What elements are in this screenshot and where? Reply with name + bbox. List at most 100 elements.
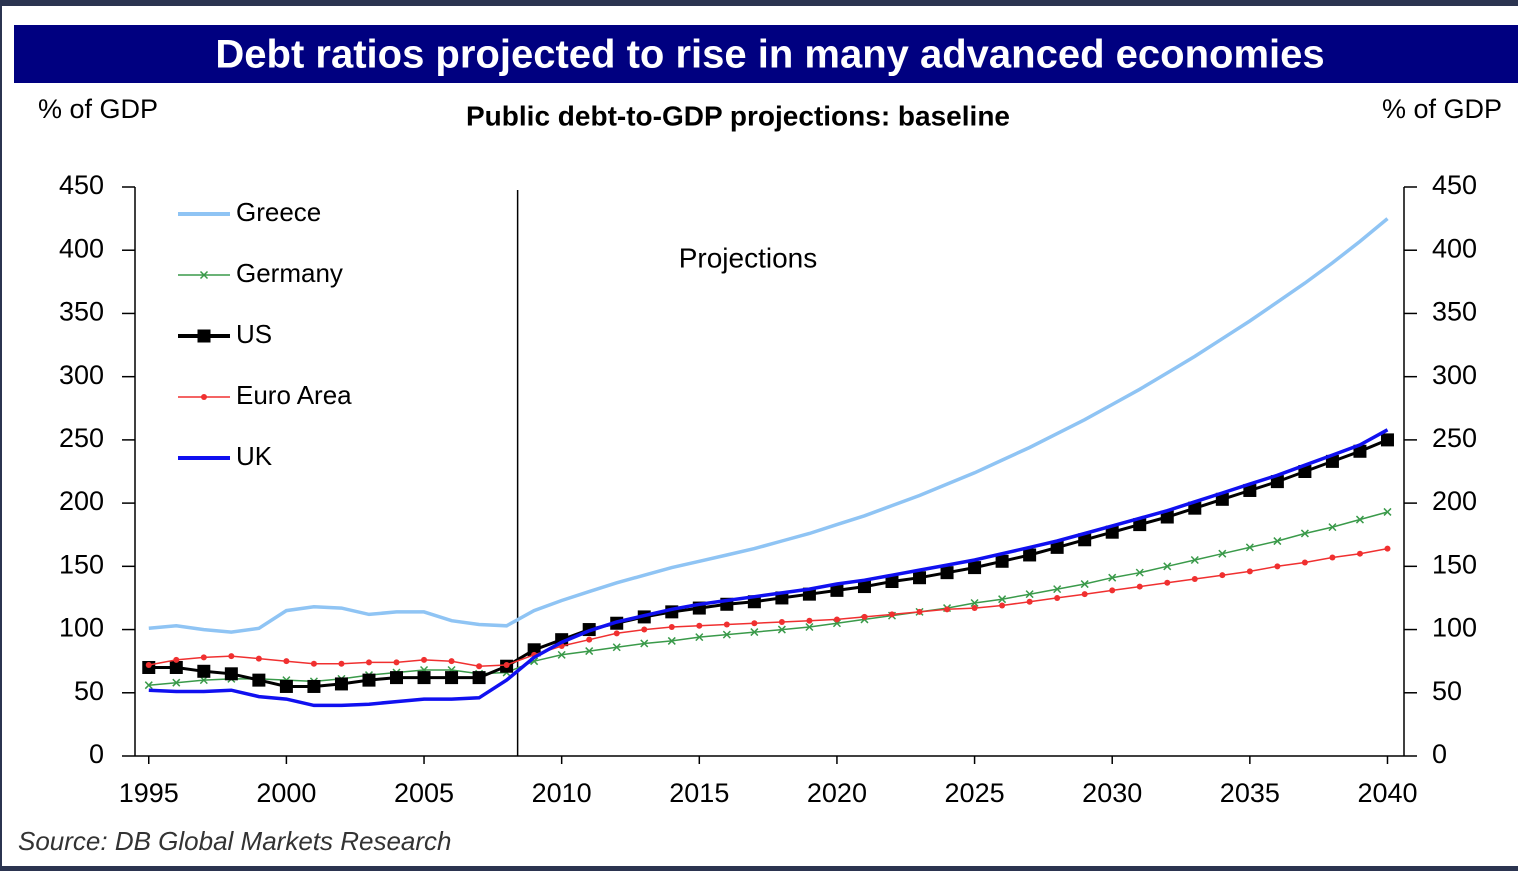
data-marker: [1274, 563, 1281, 570]
data-marker: [695, 633, 704, 642]
data-marker: [641, 626, 648, 633]
data-marker: [197, 664, 211, 678]
y-tick-label: 350: [59, 297, 104, 327]
data-marker: [696, 622, 703, 629]
data-marker: [1190, 555, 1199, 565]
y2-tick-label: 0: [1432, 739, 1447, 769]
data-marker: [1080, 580, 1089, 589]
x-tick-label: 2040: [1357, 778, 1417, 808]
data-marker: [1246, 568, 1253, 575]
data-marker: [750, 628, 759, 637]
y-tick-label: 300: [59, 360, 104, 390]
y2-tick-label: 100: [1432, 613, 1477, 643]
data-marker: [279, 679, 293, 693]
y-tick-label: 150: [59, 549, 104, 579]
data-marker: [913, 571, 927, 585]
data-marker: [172, 678, 181, 687]
data-marker: [971, 605, 978, 612]
data-marker: [445, 671, 459, 685]
data-marker: [722, 630, 731, 639]
y-tick-label: 450: [59, 170, 104, 200]
data-marker: [1384, 545, 1391, 552]
data-marker: [201, 394, 207, 400]
data-marker: [1108, 573, 1117, 582]
data-marker: [778, 618, 785, 625]
y2-tick-label: 150: [1432, 549, 1477, 579]
x-tick-label: 2030: [1082, 778, 1142, 808]
data-marker: [362, 673, 376, 687]
data-marker: [255, 655, 262, 662]
title-bar: [14, 25, 1518, 83]
y2-tick-label: 350: [1432, 297, 1477, 327]
data-marker: [310, 660, 317, 667]
data-marker: [998, 595, 1007, 604]
data-marker: [173, 656, 180, 663]
chart-subtitle: Public debt-to-GDP projections: baseline: [466, 100, 1010, 131]
source-note: Source: DB Global Markets Research: [18, 826, 452, 856]
y-axis-label: % of GDP: [38, 94, 158, 124]
data-marker: [1353, 444, 1367, 458]
legend-label: Germany: [236, 258, 343, 288]
y2-tick-label: 250: [1432, 423, 1477, 453]
data-marker: [1245, 543, 1254, 552]
data-marker: [999, 602, 1006, 609]
data-marker: [421, 656, 428, 663]
data-marker: [667, 636, 676, 645]
x-tick-label: 2000: [256, 778, 316, 808]
data-marker: [338, 660, 345, 667]
data-marker: [1188, 501, 1202, 515]
data-marker: [806, 617, 813, 624]
data-marker: [613, 630, 620, 637]
data-marker: [1215, 492, 1229, 506]
data-marker: [833, 616, 840, 623]
data-marker: [1329, 554, 1336, 561]
data-marker: [228, 653, 235, 660]
data-marker: [472, 671, 486, 685]
data-marker: [916, 608, 923, 615]
data-marker: [995, 554, 1009, 568]
y2-axis-label: % of GDP: [1382, 94, 1502, 124]
data-marker: [944, 606, 951, 613]
data-marker: [365, 659, 372, 666]
data-marker: [1136, 583, 1143, 590]
data-marker: [830, 583, 844, 597]
data-marker: [1053, 585, 1062, 594]
data-marker: [448, 658, 455, 665]
data-marker: [1355, 515, 1364, 524]
x-tick-label: 2015: [669, 778, 729, 808]
y-tick-label: 50: [74, 676, 104, 706]
y2-tick-label: 50: [1432, 676, 1462, 706]
data-marker: [1109, 587, 1116, 594]
legend-label: US: [236, 319, 272, 349]
data-marker: [145, 661, 152, 668]
data-marker: [1273, 537, 1282, 546]
data-marker: [1164, 579, 1171, 586]
y2-tick-label: 400: [1432, 233, 1477, 263]
legend-label: UK: [236, 441, 273, 471]
x-tick-label: 2005: [394, 778, 454, 808]
data-marker: [640, 639, 649, 648]
data-marker: [857, 580, 871, 594]
data-marker: [585, 647, 594, 656]
data-marker: [1054, 594, 1061, 601]
data-marker: [1300, 529, 1309, 538]
data-marker: [1133, 518, 1147, 532]
data-marker: [612, 643, 621, 652]
data-marker: [1163, 562, 1172, 571]
data-marker: [1081, 591, 1088, 598]
data-marker: [1356, 550, 1363, 557]
y-tick-label: 250: [59, 423, 104, 453]
data-marker: [668, 624, 675, 631]
data-marker: [1023, 548, 1037, 562]
data-marker: [1243, 483, 1257, 497]
y-tick-label: 100: [59, 613, 104, 643]
series-line: [148, 217, 1389, 634]
x-tick-label: 2025: [945, 778, 1005, 808]
data-marker: [1380, 433, 1394, 447]
data-marker: [1218, 549, 1227, 558]
data-marker: [224, 667, 238, 681]
x-tick-label: 2010: [532, 778, 592, 808]
data-marker: [1383, 507, 1392, 516]
data-marker: [1105, 525, 1119, 539]
